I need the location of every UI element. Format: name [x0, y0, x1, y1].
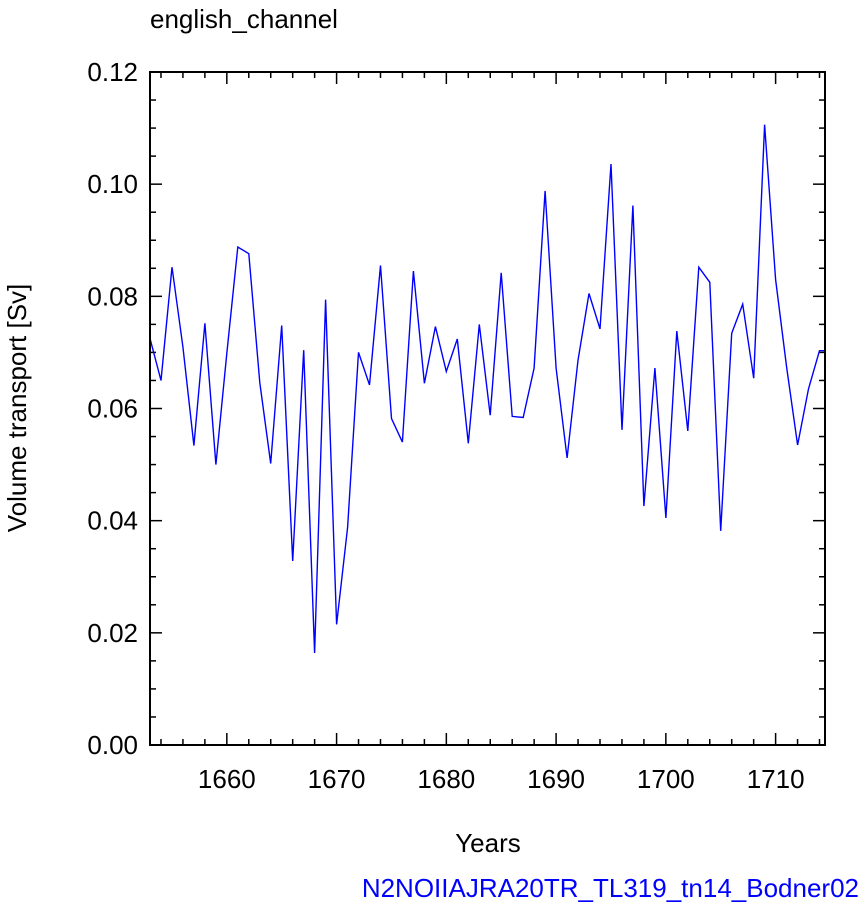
- y-tick-label: 0.12: [87, 57, 138, 87]
- y-tick-label: 0.02: [87, 618, 138, 648]
- axis-ticks: [150, 71, 825, 746]
- x-tick-label: 1660: [198, 764, 256, 794]
- y-axis-label: Volume transport [Sv]: [2, 284, 32, 533]
- x-axis-label: Years: [455, 828, 521, 858]
- x-tick-label: 1690: [527, 764, 585, 794]
- chart-title: english_channel: [150, 4, 338, 34]
- x-tick-label: 1700: [637, 764, 695, 794]
- y-tick-label: 0.06: [87, 394, 138, 424]
- series-line: [149, 124, 825, 654]
- x-tick-label: 1710: [747, 764, 805, 794]
- y-tick-label: 0.00: [87, 730, 138, 760]
- tick-labels: 1660 1670 1680 1690 1700 1710 0.00 0.02 0.04 0.06…: [87, 57, 804, 794]
- y-tick-label: 0.08: [87, 281, 138, 311]
- y-tick-label: 0.10: [87, 169, 138, 199]
- plot-frame: [149, 71, 826, 746]
- y-tick-label: 0.04: [87, 506, 138, 536]
- x-tick-label: 1670: [308, 764, 366, 794]
- x-tick-label: 1680: [417, 764, 475, 794]
- run-name-footer: N2NOIIAJRA20TR_TL319_tn14_Bodner02: [362, 873, 859, 903]
